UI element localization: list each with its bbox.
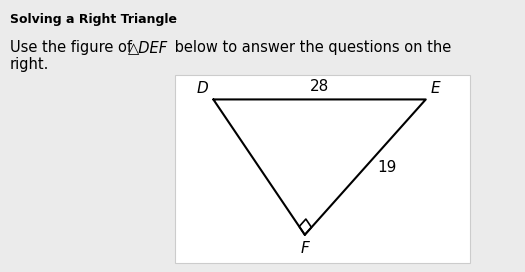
Text: △DEF: △DEF bbox=[128, 40, 168, 55]
Text: below to answer the questions on the: below to answer the questions on the bbox=[170, 40, 452, 55]
Text: F: F bbox=[300, 241, 309, 256]
FancyBboxPatch shape bbox=[175, 75, 470, 263]
Text: 28: 28 bbox=[310, 79, 329, 94]
Text: D: D bbox=[196, 81, 208, 97]
Text: E: E bbox=[430, 81, 440, 97]
Text: 19: 19 bbox=[377, 160, 397, 175]
Text: Use the figure of: Use the figure of bbox=[10, 40, 136, 55]
Text: Solving a Right Triangle: Solving a Right Triangle bbox=[10, 13, 177, 26]
Text: right.: right. bbox=[10, 57, 49, 72]
